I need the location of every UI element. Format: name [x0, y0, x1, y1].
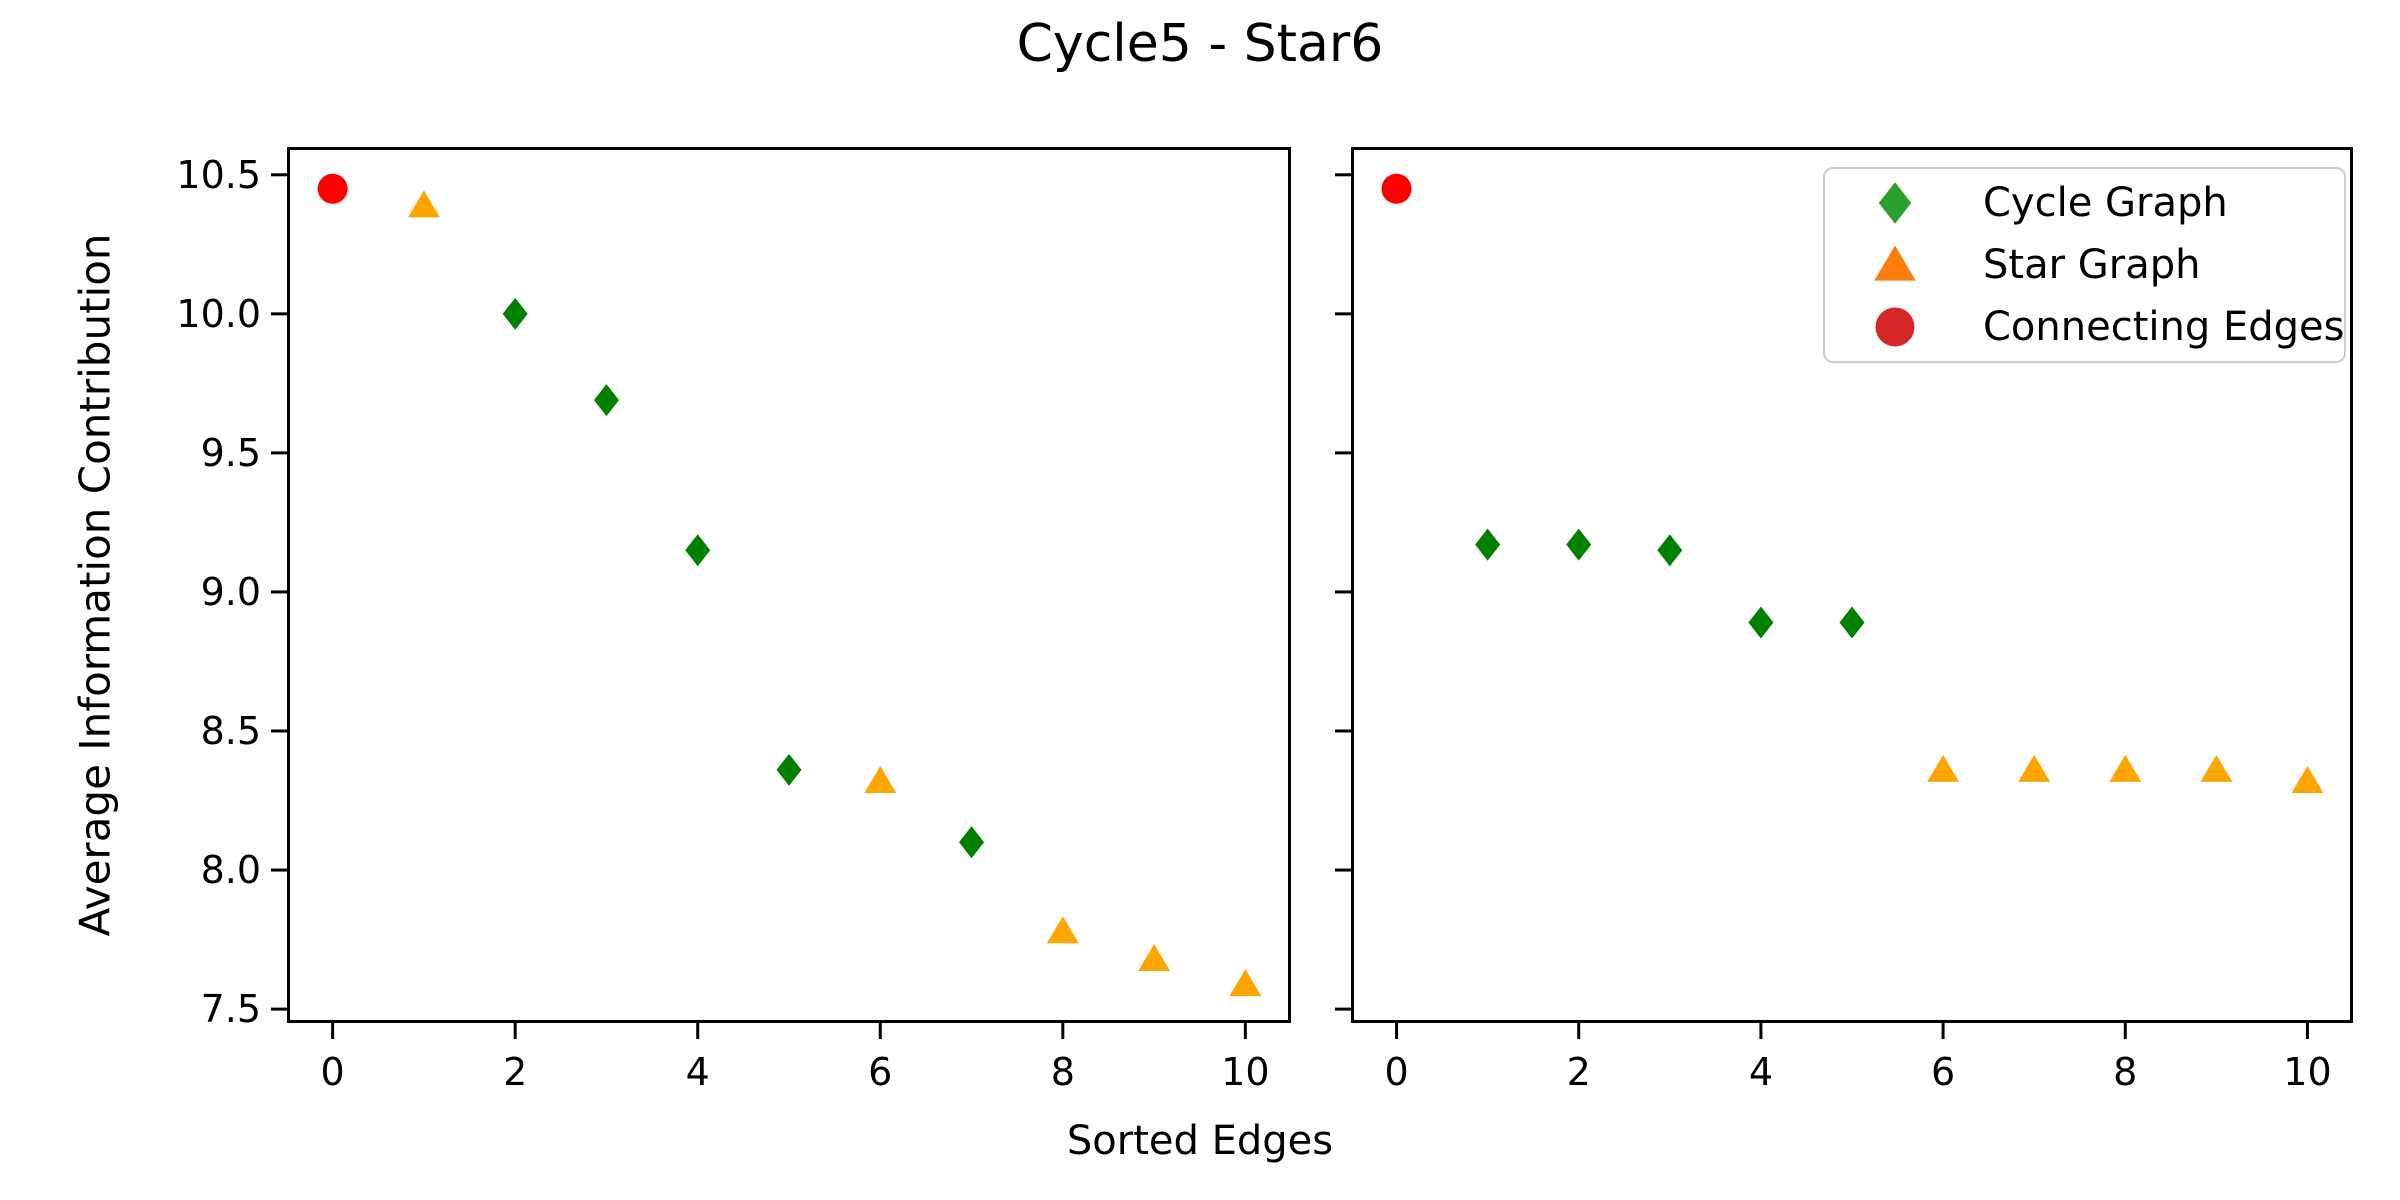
cycle-graph-point [776, 753, 802, 786]
legend-label: Star Graph [1983, 242, 2201, 288]
star-graph-point [1927, 754, 1960, 782]
cycle-graph-point [593, 384, 619, 417]
x-tick-label: 0 [1384, 1050, 1408, 1094]
cycle-graph-point [1748, 606, 1774, 639]
axes-frame [287, 147, 1291, 1023]
y-tick-label: 9.0 [201, 570, 261, 614]
x-tick-label: 4 [686, 1050, 710, 1094]
diamond-icon [1878, 182, 1912, 224]
y-tick-label: 10.5 [176, 153, 261, 197]
x-tick-label: 4 [1749, 1050, 1773, 1094]
x-tick-label: 2 [503, 1050, 527, 1094]
star-graph-point [1046, 916, 1079, 944]
left-plot-area: 0 2 4 6 8 10 7.5 8.0 8.5 9.0 9.5 10.0 10.5 [176, 147, 1291, 1094]
x-tick-label: 8 [1051, 1050, 1075, 1094]
legend-label: Cycle Graph [1983, 180, 2228, 226]
x-tick-label: 10 [1221, 1050, 1269, 1094]
star-graph-point [2018, 754, 2051, 782]
star-graph-point [2200, 754, 2233, 782]
figure-title: Cycle5 - Star6 [1016, 14, 1384, 74]
x-tick-label: 6 [868, 1050, 892, 1094]
legend-star-graph-marker [1874, 245, 1916, 281]
y-axis-label: Average Information Contribution [70, 233, 120, 937]
x-tick-label: 2 [1567, 1050, 1591, 1094]
cycle-graph-point [502, 297, 528, 330]
star-graph-point [407, 190, 440, 218]
legend-row-cycle-graph: Cycle Graph [1867, 172, 2344, 234]
circle-icon [1875, 307, 1915, 347]
x-tick-label: 10 [2283, 1050, 2331, 1094]
left-subplot: 0 2 4 6 8 10 7.5 8.0 8.5 9.0 9.5 10.0 10.5 [176, 147, 1291, 1094]
x-tick-label: 0 [321, 1050, 345, 1094]
x-tick-label: 6 [1931, 1050, 1955, 1094]
connecting-edges-point [1381, 173, 1412, 204]
y-tick-label: 8.0 [201, 848, 261, 892]
cycle-graph-point [1566, 528, 1592, 561]
axes-frame [1351, 147, 2353, 1023]
star-graph-point [864, 766, 897, 794]
star-graph-point [2291, 766, 2324, 794]
cycle-graph-point [1839, 606, 1865, 639]
x-tick-label: 8 [2113, 1050, 2137, 1094]
star-graph-point [2109, 754, 2142, 782]
connecting-edges-point [317, 173, 348, 204]
legend-label: Connecting Edges [1983, 304, 2345, 350]
legend: Cycle Graph Star Graph Connecting Edges [1823, 167, 2346, 363]
y-tick-label: 7.5 [201, 987, 261, 1031]
legend-row-star-graph: Star Graph [1867, 234, 2344, 296]
cycle-graph-point [685, 534, 711, 567]
legend-row-connecting-edges: Connecting Edges [1867, 296, 2344, 358]
right-subplot: 0 2 4 6 8 10 Cycle Graph Star Graph Connecting E… [1335, 147, 2353, 1094]
triangle-icon [1874, 245, 1916, 281]
legend-connecting-edges-marker [1875, 307, 1915, 347]
y-tick-label: 9.5 [201, 431, 261, 475]
right-plot-area: 0 2 4 6 8 10 [1335, 147, 2353, 1094]
star-graph-point [1229, 969, 1262, 997]
y-tick-label: 10.0 [176, 292, 261, 336]
y-tick-label: 8.5 [201, 709, 261, 753]
cycle-graph-point [959, 826, 985, 859]
star-graph-point [1138, 944, 1171, 972]
cycle-graph-point [1657, 534, 1683, 567]
cycle-graph-point [1475, 528, 1501, 561]
x-axis-label: Sorted Edges [1066, 1118, 1334, 1164]
legend-cycle-graph-marker [1878, 182, 1912, 224]
